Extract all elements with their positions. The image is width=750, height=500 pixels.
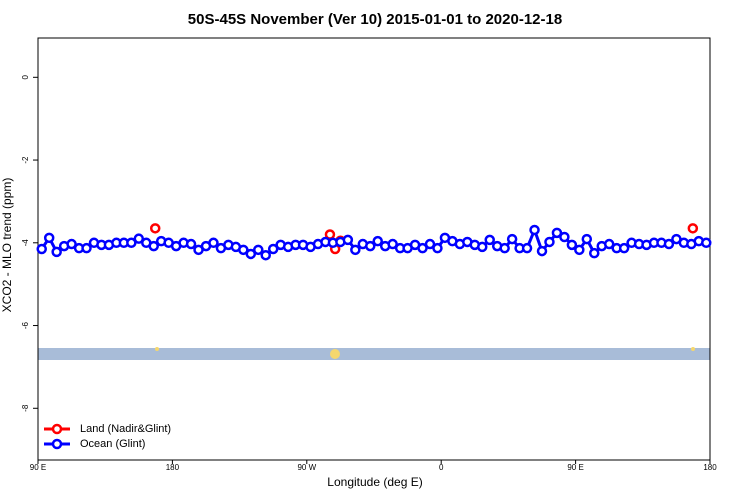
series-marker — [536, 245, 548, 257]
series-marker — [387, 238, 398, 250]
x-tick-label: 90 E — [567, 463, 583, 472]
y-axis-label: XCO2 - MLO trend (ppm) — [0, 178, 14, 313]
series-marker — [544, 236, 555, 248]
legend-swatch-marker — [51, 438, 63, 450]
series-marker — [551, 227, 563, 239]
series-marker — [185, 238, 197, 250]
series-marker — [663, 238, 675, 250]
series-marker — [477, 241, 488, 253]
series-marker — [424, 238, 436, 250]
legend-label: Land (Nadir&Glint) — [80, 423, 171, 435]
series-marker — [603, 238, 615, 250]
series-marker — [245, 248, 257, 260]
series-marker — [149, 223, 161, 234]
x-tick-label: 180 — [166, 463, 180, 472]
series-marker — [365, 240, 376, 252]
band-speck — [155, 347, 159, 351]
series-marker — [529, 224, 540, 236]
series-marker — [566, 239, 578, 251]
x-tick-label: 0 — [439, 463, 444, 472]
surface-band — [38, 348, 710, 360]
series-marker — [208, 237, 219, 249]
chart-title: 50S-45S November (Ver 10) 2015-01-01 to … — [188, 11, 562, 28]
series-marker — [36, 243, 47, 255]
series-marker — [687, 223, 699, 234]
series-marker — [260, 249, 271, 261]
series-marker — [499, 242, 510, 254]
series-marker — [51, 246, 62, 258]
series-marker — [484, 234, 495, 246]
legend-label: Ocean (Glint) — [80, 438, 145, 450]
series-marker — [521, 242, 533, 254]
x-tick-label: 180 — [703, 463, 717, 472]
band-speck — [330, 349, 340, 359]
y-tick-label: -6 — [21, 321, 30, 329]
series-marker — [253, 244, 264, 256]
legend-swatch-marker — [51, 423, 63, 435]
series-marker — [589, 247, 600, 259]
series-marker — [506, 233, 518, 245]
series-marker — [81, 242, 92, 254]
series-marker — [267, 243, 279, 255]
series-marker — [148, 240, 159, 252]
series-marker — [342, 234, 354, 246]
series-marker — [133, 233, 145, 244]
series-marker — [581, 233, 593, 245]
series-marker — [701, 237, 712, 249]
series-marker — [350, 244, 361, 256]
series-marker — [417, 242, 428, 254]
series-marker — [126, 237, 137, 249]
y-tick-label: -4 — [21, 239, 30, 247]
series-marker — [372, 235, 383, 247]
x-tick-label: 90 W — [297, 463, 316, 472]
series-marker — [559, 231, 570, 243]
x-tick-label: 90 E — [30, 463, 46, 472]
series-marker — [432, 242, 443, 254]
series-marker — [43, 232, 55, 244]
series-marker — [618, 242, 630, 254]
series-marker — [66, 238, 77, 250]
y-tick-label: -8 — [21, 404, 30, 412]
series-marker — [238, 244, 249, 256]
band-speck — [691, 347, 695, 351]
x-axis-label: Longitude (deg E) — [327, 475, 422, 489]
series-marker — [574, 244, 585, 256]
y-tick-label: -2 — [21, 156, 30, 164]
y-tick-label: 0 — [21, 75, 30, 80]
